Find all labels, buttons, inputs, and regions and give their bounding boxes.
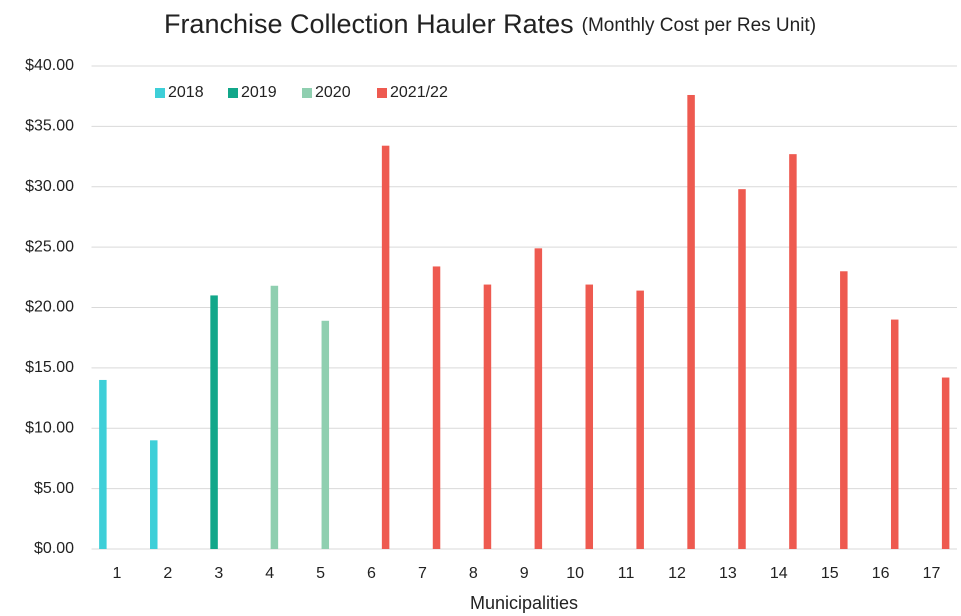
x-tick-label: 3 (214, 565, 223, 582)
bar (321, 320, 330, 549)
legend-swatch (228, 88, 238, 98)
bar (99, 379, 107, 549)
title: Franchise Collection Hauler Rates (164, 9, 574, 39)
bar (941, 377, 950, 549)
x-tick-label: 1 (113, 565, 122, 582)
bar (789, 154, 797, 549)
legend-label: 2021/22 (390, 84, 448, 101)
y-tick-label: $40.00 (25, 57, 74, 74)
bar (270, 285, 279, 549)
legend-swatch (377, 88, 387, 98)
bar (636, 290, 644, 549)
x-tick-label: 6 (367, 565, 376, 582)
subtitle: (Monthly Cost per Res Unit) (582, 15, 816, 36)
bar (738, 189, 746, 550)
x-tick-label: 8 (469, 565, 478, 582)
legend-swatch (302, 88, 312, 98)
x-tick-label: 7 (418, 565, 427, 582)
x-tick-label: 4 (265, 565, 274, 582)
chart-title: Franchise Collection Hauler Rates (Monthl… (164, 9, 816, 39)
bar (890, 319, 899, 549)
bar (483, 284, 492, 549)
bar (534, 248, 543, 549)
legend-label: 2018 (168, 84, 204, 101)
y-tick-label: $20.00 (25, 299, 74, 316)
bar (840, 271, 848, 549)
x-tick-label: 10 (566, 565, 584, 582)
legend-label: 2020 (315, 84, 351, 101)
y-tick-label: $30.00 (25, 178, 74, 195)
x-tick-label: 11 (618, 565, 635, 582)
legend-label: 2019 (241, 84, 277, 101)
bar (150, 440, 158, 549)
bar (432, 266, 441, 549)
x-tick-label: 16 (872, 565, 890, 582)
x-tick-label: 5 (316, 565, 325, 582)
bar (585, 284, 594, 549)
y-tick-label: $35.00 (25, 118, 74, 135)
bar (687, 94, 695, 549)
y-tick-label: $5.00 (34, 480, 74, 497)
x-tick-label: 15 (821, 565, 839, 582)
y-tick-label: $15.00 (25, 359, 74, 376)
legend-swatch (155, 88, 165, 98)
x-tick-label: 2 (163, 565, 172, 582)
bar (210, 295, 218, 549)
x-tick-label: 17 (923, 565, 941, 582)
x-tick-label: 9 (520, 565, 529, 582)
y-tick-label: $25.00 (25, 238, 74, 255)
x-tick-label: 13 (719, 565, 737, 582)
x-axis-label: Municipalities (470, 593, 578, 613)
y-tick-label: $10.00 (25, 419, 74, 436)
bar (381, 145, 390, 549)
x-tick-label: 14 (770, 565, 788, 582)
y-tick-label: $0.00 (34, 540, 74, 557)
x-tick-label: 12 (668, 565, 686, 582)
